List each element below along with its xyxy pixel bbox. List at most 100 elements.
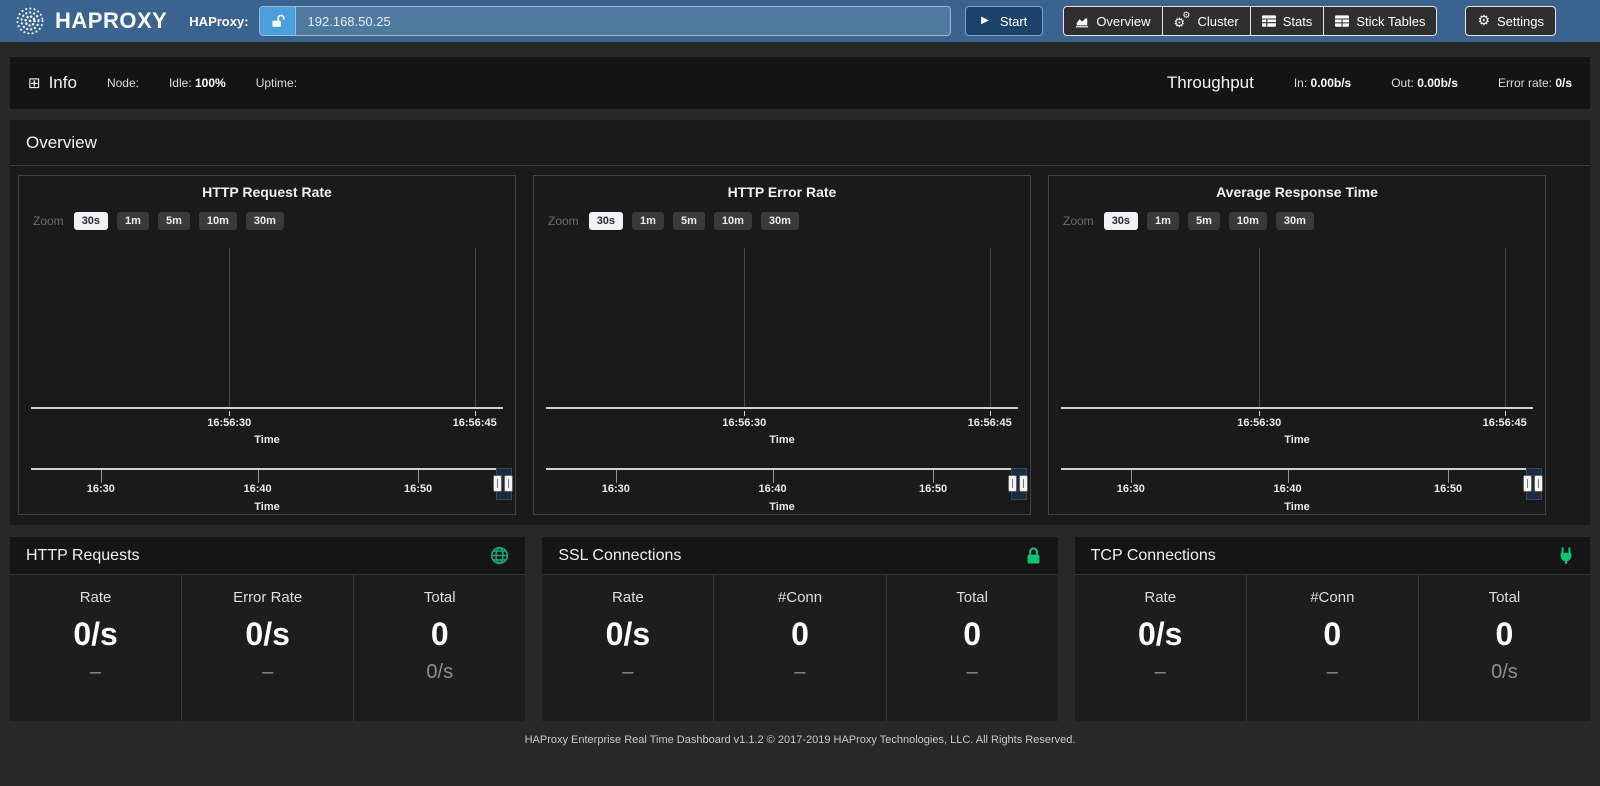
navigator-tick-label: 16:40 <box>1273 483 1302 495</box>
zoom-10m-button[interactable]: 10m <box>1228 212 1267 230</box>
card-title: TCP Connections <box>1090 546 1216 564</box>
stat-column: Error Rate 0/s – <box>181 575 353 721</box>
table-list-icon <box>1261 15 1276 27</box>
range-navigator[interactable]: 16:30 16:40 16:50 <box>546 468 1018 514</box>
nav-stats-label: Stats <box>1282 13 1313 29</box>
zoom-5m-button[interactable]: 5m <box>672 212 705 230</box>
brand-wordmark: HAPROXY <box>55 8 168 33</box>
stat-subvalue: – <box>89 661 102 683</box>
stat-column: Rate 0/s – <box>542 575 713 721</box>
gear-large: ⚙ <box>1173 15 1186 31</box>
plot-area <box>31 248 503 409</box>
zoom-30m-button[interactable]: 30m <box>1275 212 1314 230</box>
gridline <box>989 248 991 407</box>
card-http-requests: HTTP Requests Rate 0/s – Error Rate 0/s … <box>10 537 526 721</box>
range-navigator[interactable]: 16:30 16:40 16:50 <box>31 468 503 514</box>
navigator-tick-label: 16:50 <box>918 483 948 495</box>
navigator-handle-left[interactable] <box>1008 475 1017 492</box>
zoom-10m-button[interactable]: 10m <box>713 212 752 230</box>
card-title: SSL Connections <box>558 546 682 564</box>
navigator-tick-label: 16:30 <box>601 483 630 495</box>
zoom-label: Zoom <box>33 214 64 228</box>
x-axis-ticks <box>31 411 503 416</box>
stat-subvalue: – <box>262 661 274 683</box>
navigator-handle-right[interactable] <box>504 475 513 492</box>
zoom-5m-button[interactable]: 5m <box>1187 212 1220 230</box>
stat-subvalue: 0/s <box>1491 661 1518 683</box>
zoom-30m-button[interactable]: 30m <box>760 212 799 230</box>
haproxy-logo-icon <box>16 7 44 35</box>
navigator-axis-title: Time <box>254 501 280 513</box>
navigator-tick-label: 16:30 <box>86 483 115 495</box>
zoom-controls: Zoom 30s 1m 5m 10m 30m <box>1063 212 1314 230</box>
nav-overview-button[interactable]: Overview <box>1063 6 1163 36</box>
chart-area-icon <box>1076 17 1089 27</box>
stat-subvalue: 0/s <box>426 661 454 683</box>
info-bar: ⊞ Info Node: Idle: 100% Uptime: Throughp… <box>10 57 1590 109</box>
zoom-10m-button[interactable]: 10m <box>198 212 237 230</box>
x-axis-title: Time <box>1284 434 1310 446</box>
plot-area <box>546 248 1018 409</box>
zoom-1m-button[interactable]: 1m <box>117 212 149 230</box>
zoom-label: Zoom <box>548 214 579 228</box>
stat-label: Rate <box>612 589 644 606</box>
stat-label: #Conn <box>1310 589 1355 606</box>
stat-value: 0 <box>1323 616 1342 652</box>
throughput-error-rate: Error rate: 0/s <box>1497 76 1572 90</box>
zoom-30s-button[interactable]: 30s <box>73 212 109 230</box>
zoom-30m-button[interactable]: 30m <box>245 212 284 230</box>
navigator-handle-right[interactable] <box>1534 475 1543 492</box>
top-header-bar: HAPROXY HAProxy: ▶ Start Overview ⚙ ⚙ <box>0 0 1600 42</box>
throughput-in-value: 0.00b/s <box>1310 76 1352 90</box>
gridline <box>1504 248 1506 407</box>
unlock-button[interactable] <box>259 7 296 35</box>
zoom-1m-button[interactable]: 1m <box>632 212 664 230</box>
play-icon: ▶ <box>981 15 989 26</box>
zoom-30s-button[interactable]: 30s <box>588 212 624 230</box>
zoom-5m-button[interactable]: 5m <box>157 212 190 230</box>
navigator-tick <box>1130 470 1132 483</box>
navigator-handle-right[interactable] <box>1019 475 1028 492</box>
x-axis-ticks <box>1061 411 1533 416</box>
nav-stats-button[interactable]: Stats <box>1250 6 1325 36</box>
stat-value: 0/s <box>73 616 118 652</box>
settings-button[interactable]: ⚙ Settings <box>1465 6 1556 36</box>
navigator-handle-left[interactable] <box>1523 475 1532 492</box>
navigator-handle-left[interactable] <box>493 475 502 492</box>
nav-cluster-button[interactable]: ⚙ ⚙ Cluster <box>1162 6 1251 36</box>
stat-column: Rate 0/s – <box>10 575 181 721</box>
start-button[interactable]: ▶ Start <box>965 6 1044 36</box>
stat-column: Total 0 – <box>885 575 1058 721</box>
footer-copyright: HAProxy Enterprise Real Time Dashboard v… <box>524 734 1076 746</box>
zoom-30s-button[interactable]: 30s <box>1103 212 1139 230</box>
plot-area <box>1061 248 1533 409</box>
stat-column: #Conn 0 – <box>1245 575 1418 721</box>
x-axis-title: Time <box>769 434 795 446</box>
nav-cluster-label: Cluster <box>1197 13 1239 29</box>
navigator-tick-label: 16:30 <box>1116 483 1145 495</box>
stat-column: Total 0 0/s <box>1417 575 1590 721</box>
navigator-tick-label: 16:50 <box>1433 483 1463 495</box>
x-axis-ticks <box>546 411 1018 416</box>
nav-stick-tables-button[interactable]: Stick Tables <box>1324 6 1438 36</box>
nav-overview-label: Overview <box>1096 13 1151 29</box>
info-toggle[interactable]: ⊞ Info <box>28 73 77 93</box>
range-navigator[interactable]: 16:30 16:40 16:50 <box>1061 468 1533 514</box>
nav-stick-tables-label: Stick Tables <box>1356 13 1426 29</box>
overview-section: Overview HTTP Request Rate Zoom 30s 1m 5… <box>10 120 1590 525</box>
chart-panel-http-request-rate: HTTP Request Rate Zoom 30s 1m 5m 10m 30m… <box>18 175 516 515</box>
error-rate-value: 0/s <box>1555 76 1572 90</box>
chart-title: HTTP Error Rate <box>727 184 837 200</box>
throughput-title: Throughput <box>1166 73 1254 92</box>
stat-label: Total <box>423 589 456 606</box>
node-address-input[interactable] <box>295 7 951 35</box>
x-axis-title: Time <box>254 434 280 446</box>
stat-value: 0 <box>1495 616 1514 652</box>
idle-value: 100% <box>195 76 226 90</box>
zoom-1m-button[interactable]: 1m <box>1147 212 1179 230</box>
settings-button-label: Settings <box>1497 13 1544 29</box>
table-cells-icon <box>1335 15 1350 27</box>
gears-icon: ⚙ ⚙ <box>1173 11 1191 31</box>
zoom-controls: Zoom 30s 1m 5m 10m 30m <box>548 212 799 230</box>
navigator-axis-title: Time <box>1284 501 1310 513</box>
